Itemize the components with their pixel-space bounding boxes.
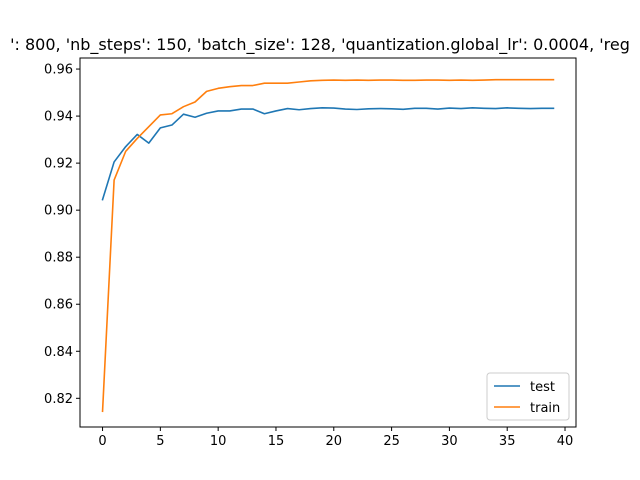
y-tick-label: 0.92	[44, 157, 73, 172]
legend-box	[486, 372, 570, 421]
y-tick-label: 0.94	[44, 110, 73, 125]
series-line-train	[101, 78, 555, 413]
y-tick-label: 0.90	[44, 204, 73, 219]
chart-title: ': 800, 'nb_steps': 150, 'batch_size': 1…	[10, 35, 630, 55]
plot-frame	[79, 57, 577, 428]
x-tick-label: 30	[441, 434, 458, 449]
y-tick-label: 0.82	[44, 392, 73, 407]
y-tick-label: 0.84	[44, 345, 73, 360]
y-axis: 0.82 0.84 0.86 0.88 0.90 0.92 0.94 0.96	[44, 63, 80, 407]
x-axis: 0 5 10 15 20 25 30 35 40	[98, 427, 573, 449]
series-line-test	[101, 107, 555, 201]
x-tick-label: 20	[326, 434, 343, 449]
y-tick-label: 0.88	[44, 251, 73, 266]
x-tick-label: 40	[557, 434, 574, 449]
y-tick-label: 0.96	[44, 63, 73, 78]
legend: test train	[486, 372, 570, 421]
x-tick-label: 35	[499, 434, 516, 449]
x-tick-label: 10	[210, 434, 227, 449]
x-tick-label: 15	[268, 434, 285, 449]
y-tick-label: 0.86	[44, 298, 73, 313]
x-tick-label: 25	[383, 434, 400, 449]
legend-label-train: train	[530, 401, 560, 416]
legend-label-test: test	[530, 380, 555, 395]
x-tick-label: 5	[156, 434, 164, 449]
x-tick-label: 0	[98, 434, 106, 449]
